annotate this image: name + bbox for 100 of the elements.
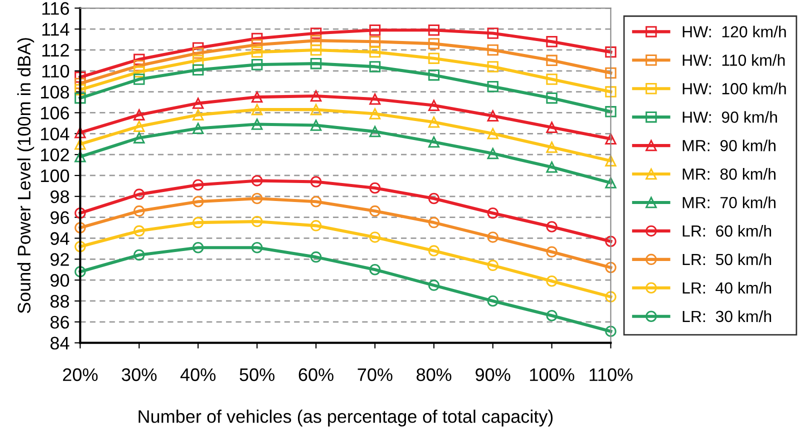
x-tick-label: 100% [530,368,574,382]
point [192,242,204,254]
point [369,126,381,138]
x-tick-label: 40% [180,368,216,382]
point [310,196,322,208]
legend-label: MR: 90 km/h [682,140,776,152]
y-tick-label: 110 [42,64,70,78]
point [546,161,558,173]
legend-label: LR: 40 km/h [682,282,772,294]
point [428,116,440,128]
point [546,122,558,133]
point [369,94,381,105]
y-tick-label: 116 [42,2,69,15]
point [192,98,204,109]
x-axis-title: Number of vehicles (as percentage of total capacity) [138,410,553,426]
point [428,69,440,81]
point [310,176,322,188]
y-tick-label: 98 [50,190,69,204]
point [310,120,322,131]
point [134,132,145,144]
point [251,91,263,103]
x-tick-label: 20% [63,368,98,382]
point [487,295,498,307]
point [251,104,263,116]
legend-label: LR: 60 km/h [682,224,772,237]
point [192,47,204,59]
point [134,249,145,261]
point [310,104,322,116]
point [369,264,381,276]
legend-label: MR: 70 km/h [682,196,776,208]
y-tick-label: 88 [50,294,69,308]
point [605,155,616,166]
point [605,106,616,118]
x-tick-label: 60% [298,368,334,382]
point [546,36,558,48]
point [74,222,86,234]
point [251,46,263,58]
point [546,275,558,287]
point [134,66,145,78]
point [428,245,440,256]
point [251,118,263,130]
point [192,122,204,134]
point [369,46,381,58]
y-axis-title: Sound Power Level (100m in dBA) [17,38,34,314]
point [428,38,440,50]
y-tick-label: 108 [41,86,69,99]
y-tick-label: 90 [50,274,70,287]
point [369,182,381,194]
x-tick-label: 70% [358,368,392,382]
y-tick-label: 114 [42,23,70,36]
point [546,142,558,153]
x-tick-label: 90% [476,368,510,382]
point [192,179,204,191]
y-tick-label: 104 [41,128,70,140]
point [192,54,204,66]
point [192,64,204,76]
point [487,61,498,72]
point [310,251,322,263]
x-tick-label: 30% [122,368,157,382]
point [192,109,204,120]
y-tick-label: 106 [41,106,69,120]
point [74,92,86,104]
point [310,58,322,70]
point [546,54,558,66]
point [134,225,145,237]
legend-label: LR: 30 km/h [682,310,772,322]
point [605,236,616,247]
y-tick-label: 100 [41,169,70,182]
point [428,280,440,291]
point [369,36,381,48]
point [428,24,440,36]
point [74,138,86,150]
point [487,128,498,140]
point [605,262,616,274]
y-tick-label: 94 [50,232,70,245]
point [605,177,616,188]
point [251,192,263,204]
point [487,80,498,92]
point [605,326,616,337]
legend-label: HW: 110 km/h [682,54,785,66]
point [546,74,558,85]
point [546,221,558,232]
point [192,196,204,208]
point [605,67,616,79]
point [428,100,440,112]
legend-label: HW: 120 km/h [682,26,786,38]
point [428,192,440,204]
point [428,52,440,64]
y-tick-label: 84 [50,336,70,350]
legend-label: HW: 90 km/h [682,111,777,123]
point [251,32,263,44]
point [310,220,322,232]
point [251,175,263,186]
point [310,44,322,56]
point [310,28,322,39]
y-tick-label: 96 [50,211,69,224]
point [605,46,616,58]
x-tick-label: 50% [240,368,274,382]
point [487,110,498,122]
point [74,266,86,278]
